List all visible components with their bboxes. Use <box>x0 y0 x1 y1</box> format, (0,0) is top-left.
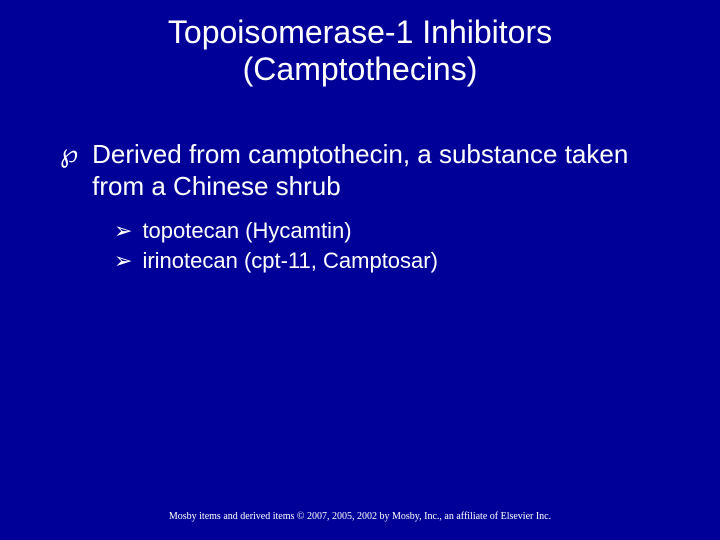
title-region: Topoisomerase-1 Inhibitors (Camptothecin… <box>0 0 720 98</box>
bullet-level1: ℘ Derived from camptothecin, a substance… <box>60 138 680 203</box>
title-line-2: (Camptothecins) <box>0 51 720 88</box>
bullet-text: Derived from camptothecin, a substance t… <box>92 138 680 203</box>
title-line-1: Topoisomerase-1 Inhibitors <box>0 14 720 51</box>
sub-bullet-group: ➢ topotecan (Hycamtin) ➢ irinotecan (cpt… <box>60 217 680 276</box>
arrow-icon: ➢ <box>114 247 132 276</box>
bullet-level2: ➢ irinotecan (cpt-11, Camptosar) <box>114 247 680 276</box>
sub-bullet-text: irinotecan (cpt-11, Camptosar) <box>142 247 438 276</box>
sub-bullet-text: topotecan (Hycamtin) <box>142 217 351 246</box>
footer-copyright: Mosby items and derived items © 2007, 20… <box>0 511 720 522</box>
slide: Topoisomerase-1 Inhibitors (Camptothecin… <box>0 0 720 540</box>
arrow-icon: ➢ <box>114 217 132 246</box>
bullet-level2: ➢ topotecan (Hycamtin) <box>114 217 680 246</box>
content-region: ℘ Derived from camptothecin, a substance… <box>0 98 720 278</box>
bullet-icon: ℘ <box>60 138 78 169</box>
